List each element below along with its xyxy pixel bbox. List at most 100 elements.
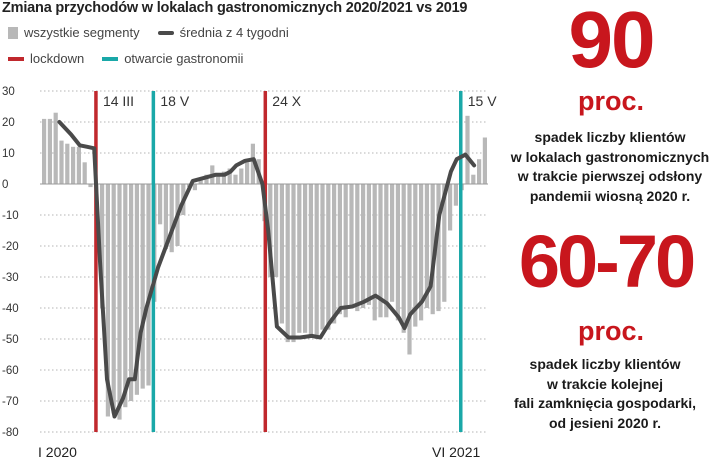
- y-tick-label: -50: [2, 334, 19, 346]
- stat2-line: spadek liczby klientów: [529, 356, 681, 372]
- y-tick-label: -20: [2, 241, 19, 253]
- legend-lockdown-swatch: [8, 56, 24, 61]
- bar: [477, 159, 482, 184]
- legend-item-bars: wszystkie segmenty: [8, 25, 140, 40]
- bar: [436, 184, 441, 312]
- chart-title: Zmiana przychodów w lokalach gastronomic…: [2, 0, 468, 16]
- bar: [129, 184, 134, 401]
- bar: [47, 118, 52, 184]
- legend-reopen-label: otwarcie gastronomii: [124, 51, 244, 66]
- bar: [76, 146, 81, 184]
- bar: [140, 184, 145, 389]
- bar: [100, 184, 105, 308]
- bar: [59, 140, 64, 184]
- average-line: [57, 120, 477, 419]
- bar: [430, 184, 435, 315]
- y-tick-label: -40: [2, 303, 19, 315]
- bar: [71, 146, 76, 184]
- bar: [42, 118, 47, 184]
- bar: [453, 184, 458, 206]
- bar: [401, 184, 406, 333]
- bar: [297, 184, 302, 333]
- bar: [343, 184, 348, 318]
- bar: [111, 184, 116, 414]
- legend-lockdown-label: lockdown: [30, 51, 85, 66]
- stat2-description: spadek liczby klientów w trakcie kolejne…: [490, 355, 720, 433]
- bar: [349, 184, 354, 308]
- bar: [105, 184, 110, 417]
- stat2-unit: proc.: [577, 316, 644, 346]
- bar: [337, 184, 342, 315]
- stat1-unit: proc.: [577, 86, 644, 116]
- y-tick-label: 20: [2, 117, 15, 129]
- bar: [245, 162, 250, 184]
- y-tick-label: 30: [2, 86, 15, 98]
- bar: [163, 184, 168, 250]
- event-label: 18 V: [160, 93, 189, 109]
- bar: [158, 184, 163, 225]
- bar: [221, 171, 226, 184]
- stat1-line: spadek liczby klientów: [534, 129, 686, 145]
- legend-item-lockdown: lockdown: [8, 51, 84, 66]
- bar: [314, 184, 319, 339]
- bar: [146, 184, 151, 386]
- event-label: 15 V: [468, 93, 497, 109]
- bar: [332, 184, 337, 324]
- bar: [169, 184, 174, 253]
- bar: [303, 184, 308, 333]
- y-tick-label: -60: [2, 365, 19, 377]
- bar: [326, 184, 331, 330]
- stat1-line: w lokalach gastronomicznych: [510, 148, 710, 165]
- stat2-line: od jesieni 2020 r.: [548, 414, 662, 431]
- bar: [123, 184, 128, 408]
- legend-bars-label: wszystkie segmenty: [24, 25, 140, 40]
- legend-row-1: wszystkie segmenty średnia z 4 tygodni: [8, 25, 307, 40]
- bar: [384, 184, 389, 318]
- bar: [424, 184, 429, 308]
- y-tick-label: 0: [2, 179, 8, 191]
- bar: [268, 184, 273, 277]
- bar: [308, 184, 313, 336]
- bar: [204, 174, 209, 184]
- y-tick-label: -30: [2, 272, 19, 284]
- bar: [390, 184, 395, 302]
- bar: [320, 184, 325, 330]
- bar: [239, 168, 244, 184]
- legend-line-label: średnia z 4 tygodni: [179, 25, 289, 40]
- event-label: 14 III: [103, 93, 134, 109]
- bar: [65, 143, 70, 184]
- legend-row-2: lockdown otwarcie gastronomii: [8, 51, 261, 66]
- bar: [291, 184, 296, 343]
- stat2-value: 60-70: [518, 220, 696, 303]
- bar: [53, 112, 58, 184]
- bar: [285, 184, 290, 343]
- bar: [227, 168, 232, 184]
- legend-bar-swatch: [8, 26, 18, 39]
- y-tick-label: -80: [2, 427, 19, 439]
- revenue-chart: 30 20 10 0 -10 -20 -30 -40 -50 -60 -70 -80 14 III 18 …: [2, 86, 497, 459]
- bar: [372, 184, 377, 321]
- bar: [355, 184, 360, 312]
- stat1-line: pandemii wiosną 2020 r.: [529, 187, 691, 204]
- bar: [82, 162, 87, 184]
- bar: [442, 184, 447, 302]
- bar: [279, 184, 284, 324]
- event-label: 24 X: [272, 93, 301, 109]
- legend-item-line: średnia z 4 tygodni: [157, 25, 289, 40]
- stat1-description: spadek liczby klientów w lokalach gastro…: [500, 128, 720, 206]
- bar: [378, 184, 383, 318]
- bar: [407, 184, 412, 355]
- bar: [366, 184, 371, 305]
- bar: [250, 143, 255, 184]
- bar: [471, 174, 476, 184]
- legend-line-swatch: [157, 30, 174, 35]
- bar: [361, 184, 366, 308]
- bar: [448, 184, 453, 231]
- bar: [88, 184, 93, 188]
- stat2-line: w trakcie kolejnej: [547, 375, 663, 392]
- y-tick-label: -10: [2, 210, 19, 222]
- bar: [465, 115, 470, 184]
- legend-reopen-swatch: [102, 56, 119, 61]
- bar: [395, 184, 400, 321]
- bar: [198, 177, 203, 184]
